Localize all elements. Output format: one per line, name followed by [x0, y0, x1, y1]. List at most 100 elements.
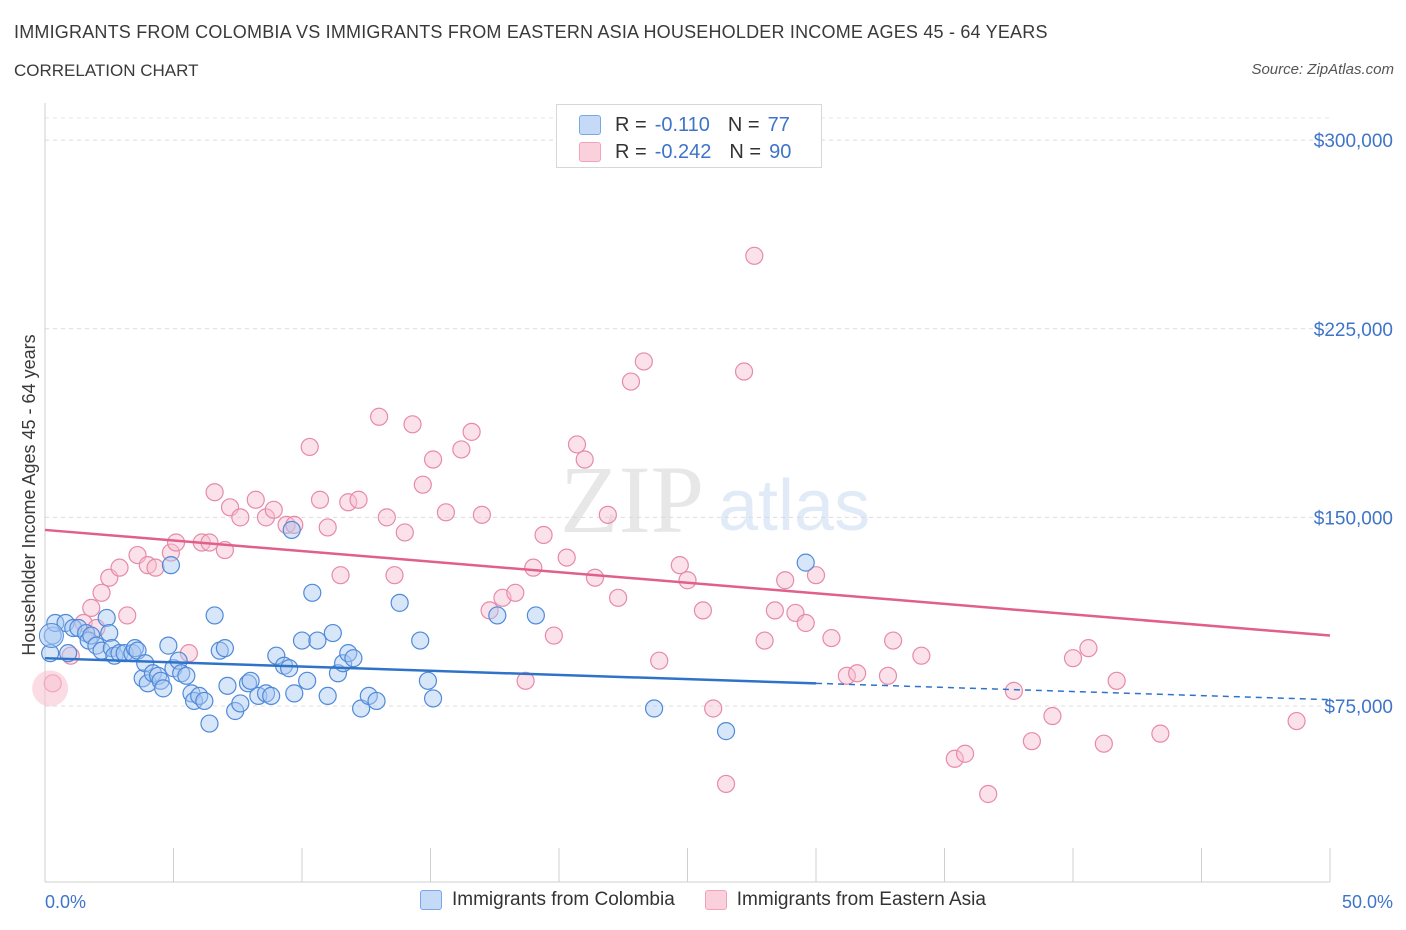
point-colombia — [205, 606, 224, 625]
point-colombia — [215, 639, 234, 658]
x-tick-labels: 0.0% 50.0% — [45, 892, 1393, 912]
point-eastern-asia — [413, 475, 432, 494]
point-eastern-asia — [370, 407, 389, 426]
point-eastern-asia — [585, 568, 605, 587]
point-colombia — [161, 556, 181, 575]
legend-swatch-eastern-asia — [579, 142, 601, 162]
point-eastern-asia — [524, 558, 543, 577]
point-eastern-asia — [1079, 639, 1098, 658]
point-eastern-asia — [883, 631, 903, 650]
point-colombia — [218, 676, 237, 695]
point-eastern-asia — [1063, 649, 1083, 668]
legend-r-label: R = — [615, 113, 647, 136]
point-eastern-asia — [755, 631, 774, 650]
point-colombia — [190, 686, 209, 706]
legend-r-value: -0.110 — [654, 113, 710, 136]
series-legend-swatch-eastern-asia — [704, 890, 727, 910]
point-eastern-asia — [516, 671, 535, 690]
series-legend: Immigrants from Colombia Immigrants from… — [420, 889, 1016, 911]
point-colombia — [262, 686, 281, 706]
series-legend-colombia: Immigrants from Colombia — [420, 889, 675, 911]
point-colombia — [280, 659, 299, 678]
x-tick-label: 50.0% — [1342, 892, 1393, 912]
point-eastern-asia — [205, 483, 224, 502]
series-legend-label-colombia: Immigrants from Colombia — [452, 889, 675, 910]
point-eastern-asia — [331, 566, 350, 585]
legend-row-eastern-asia: R = -0.242 N = 90 — [579, 139, 791, 165]
point-colombia — [526, 606, 545, 625]
point-colombia — [195, 691, 214, 711]
watermark: ZIP atlas — [560, 446, 870, 553]
point-eastern-asia — [1107, 671, 1126, 690]
trend-line-eastern-asia — [44, 528, 1331, 637]
y-tick-label: $150,000 — [1314, 508, 1393, 529]
point-eastern-asia — [452, 440, 471, 459]
point-eastern-asia — [146, 558, 165, 577]
point-colombia — [143, 664, 163, 683]
point-colombia-large — [38, 623, 64, 649]
point-eastern-asia — [1094, 734, 1113, 753]
point-colombia — [159, 636, 178, 655]
point-colombia — [716, 722, 736, 741]
point-eastern-asia — [912, 646, 931, 665]
series-colombia — [38, 520, 815, 741]
point-eastern-asia — [544, 626, 563, 645]
point-colombia — [177, 666, 196, 685]
point-colombia — [231, 694, 250, 713]
point-eastern-asia — [557, 548, 576, 567]
legend-swatch-colombia — [579, 115, 601, 135]
point-eastern-asia — [598, 505, 617, 524]
point-eastern-asia — [256, 508, 276, 527]
point-eastern-asia — [848, 664, 867, 683]
point-eastern-asia — [1022, 732, 1041, 751]
point-colombia — [125, 639, 145, 658]
legend-row-colombia: R = -0.110 N = 77 — [579, 112, 790, 138]
point-eastern-asia — [246, 490, 265, 509]
point-eastern-asia — [385, 566, 404, 585]
point-colombia — [267, 646, 286, 665]
chart-subtitle: CORRELATION CHART — [14, 61, 199, 80]
point-colombia — [256, 684, 276, 703]
point-eastern-asia — [264, 500, 283, 519]
point-eastern-asia — [462, 422, 481, 441]
point-eastern-asia — [436, 503, 456, 522]
point-colombia — [303, 583, 322, 602]
legend-n-value: 90 — [769, 140, 792, 163]
point-eastern-asia — [716, 774, 736, 794]
point-colombia — [344, 649, 363, 668]
trend-lines — [44, 528, 1331, 701]
series-legend-swatch-colombia — [420, 890, 442, 910]
x-tick-label: 0.0% — [45, 892, 86, 912]
point-colombia — [87, 636, 106, 655]
point-colombia — [644, 699, 664, 718]
point-colombia — [423, 689, 443, 708]
axes — [44, 103, 1331, 883]
point-eastern-asia — [423, 450, 443, 469]
point-eastern-asia — [806, 566, 826, 585]
point-eastern-asia — [118, 606, 137, 625]
series-legend-label-eastern-asia: Immigrants from Eastern Asia — [736, 889, 986, 910]
point-eastern-asia — [634, 352, 653, 371]
point-eastern-asia — [300, 437, 319, 457]
point-colombia — [241, 671, 260, 690]
point-colombia — [323, 623, 342, 643]
point-eastern-asia — [377, 508, 396, 527]
y-tick-label: $75,000 — [1324, 697, 1393, 718]
point-colombia — [339, 644, 358, 663]
legend-n-label: N = — [729, 140, 762, 163]
point-eastern-asia — [745, 246, 764, 265]
point-colombia — [100, 623, 119, 643]
point-colombia — [97, 608, 116, 628]
y-tick-labels: $75,000 $150,000 $225,000 $300,000 — [1314, 131, 1393, 718]
point-colombia — [390, 593, 409, 612]
point-eastern-asia — [575, 450, 594, 469]
legend-n-value: 77 — [767, 113, 790, 136]
point-eastern-asia — [92, 583, 111, 602]
point-eastern-asia — [776, 571, 795, 590]
point-colombia — [59, 644, 78, 663]
point-eastern-asia — [878, 666, 898, 685]
watermark-atlas: atlas — [718, 466, 870, 546]
point-colombia — [318, 686, 337, 706]
point-colombia — [210, 641, 229, 660]
point-eastern-asia — [822, 628, 841, 648]
